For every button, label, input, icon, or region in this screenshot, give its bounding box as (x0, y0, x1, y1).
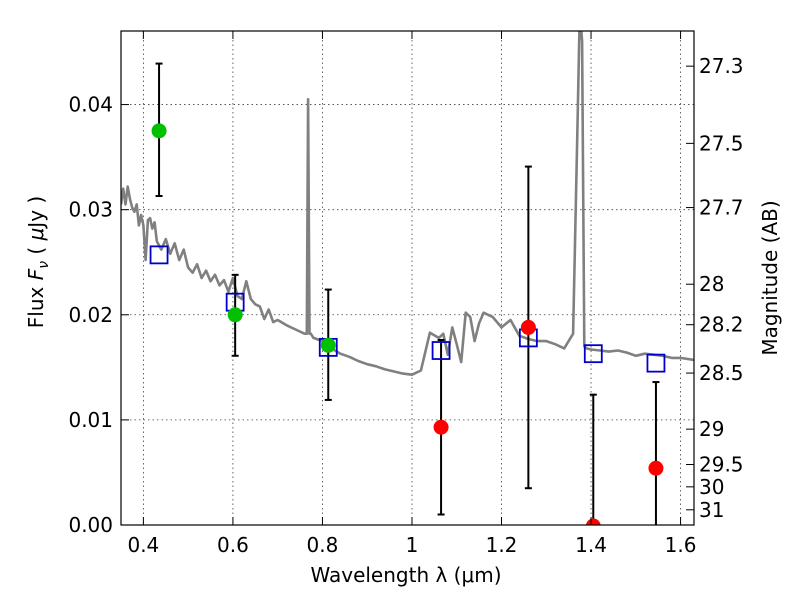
magnitude-tick-label: 27.3 (699, 54, 744, 78)
model-photometry-square (646, 353, 666, 373)
magnitude-tick-label: 30 (699, 475, 724, 499)
x-axis-label: Wavelength λ (μm) (310, 563, 501, 587)
axes (120, 30, 695, 526)
x-tick-label: 0.8 (307, 533, 339, 557)
model-spectrum-layer (121, 31, 694, 377)
y-tick-label: 0.04 (68, 93, 113, 117)
observed-point-green (227, 307, 243, 323)
grid-lines (121, 31, 694, 526)
magnitude-tick-label: 27.5 (699, 131, 744, 155)
observed-point-red (648, 460, 664, 476)
observed-point-red (520, 319, 536, 335)
magnitude-tick-label: 31 (699, 498, 724, 522)
y-tick-label: 0.03 (68, 198, 113, 222)
observed-point-green (151, 123, 167, 139)
magnitude-tick-label: 28 (699, 272, 724, 296)
y-axis-label: Flux Fν ( μJy ) (24, 196, 52, 328)
y-tick-label: 0.00 (68, 513, 113, 537)
magnitude-tick-label: 28.5 (699, 361, 744, 385)
y-tick-label: 0.01 (68, 408, 113, 432)
model-photometry-square (583, 344, 603, 364)
data-points-layer (149, 123, 666, 525)
model-photometry-square (431, 341, 451, 360)
observed-point-green (320, 337, 336, 353)
y-tick-label: 0.02 (68, 303, 113, 327)
magnitude-tick-label: 29 (699, 417, 724, 441)
plot-frame (120, 30, 695, 526)
magnitude-axis-label: Magnitude (AB) (758, 200, 782, 355)
magnitude-tick-label: 27.7 (699, 196, 744, 220)
x-tick-label: 0.6 (217, 533, 249, 557)
observed-point-red (585, 518, 601, 525)
magnitude-tick-label: 28.2 (699, 313, 744, 337)
x-tick-label: 1.4 (575, 533, 607, 557)
model-spectrum-line (121, 31, 694, 377)
x-tick-label: 0.4 (127, 533, 159, 557)
observed-point-red (433, 419, 449, 435)
tick-labels: 0.4 0.6 0.8 1 1.2 1.4 1.6 0.00 0.01 0.02 0.03 0.04 2… (68, 54, 743, 557)
x-tick-label: 1.6 (665, 533, 697, 557)
x-tick-label: 1.2 (486, 533, 518, 557)
x-tick-label: 1 (406, 533, 419, 557)
model-photometry-square (149, 245, 169, 265)
magnitude-tick-label: 29.5 (699, 453, 744, 477)
